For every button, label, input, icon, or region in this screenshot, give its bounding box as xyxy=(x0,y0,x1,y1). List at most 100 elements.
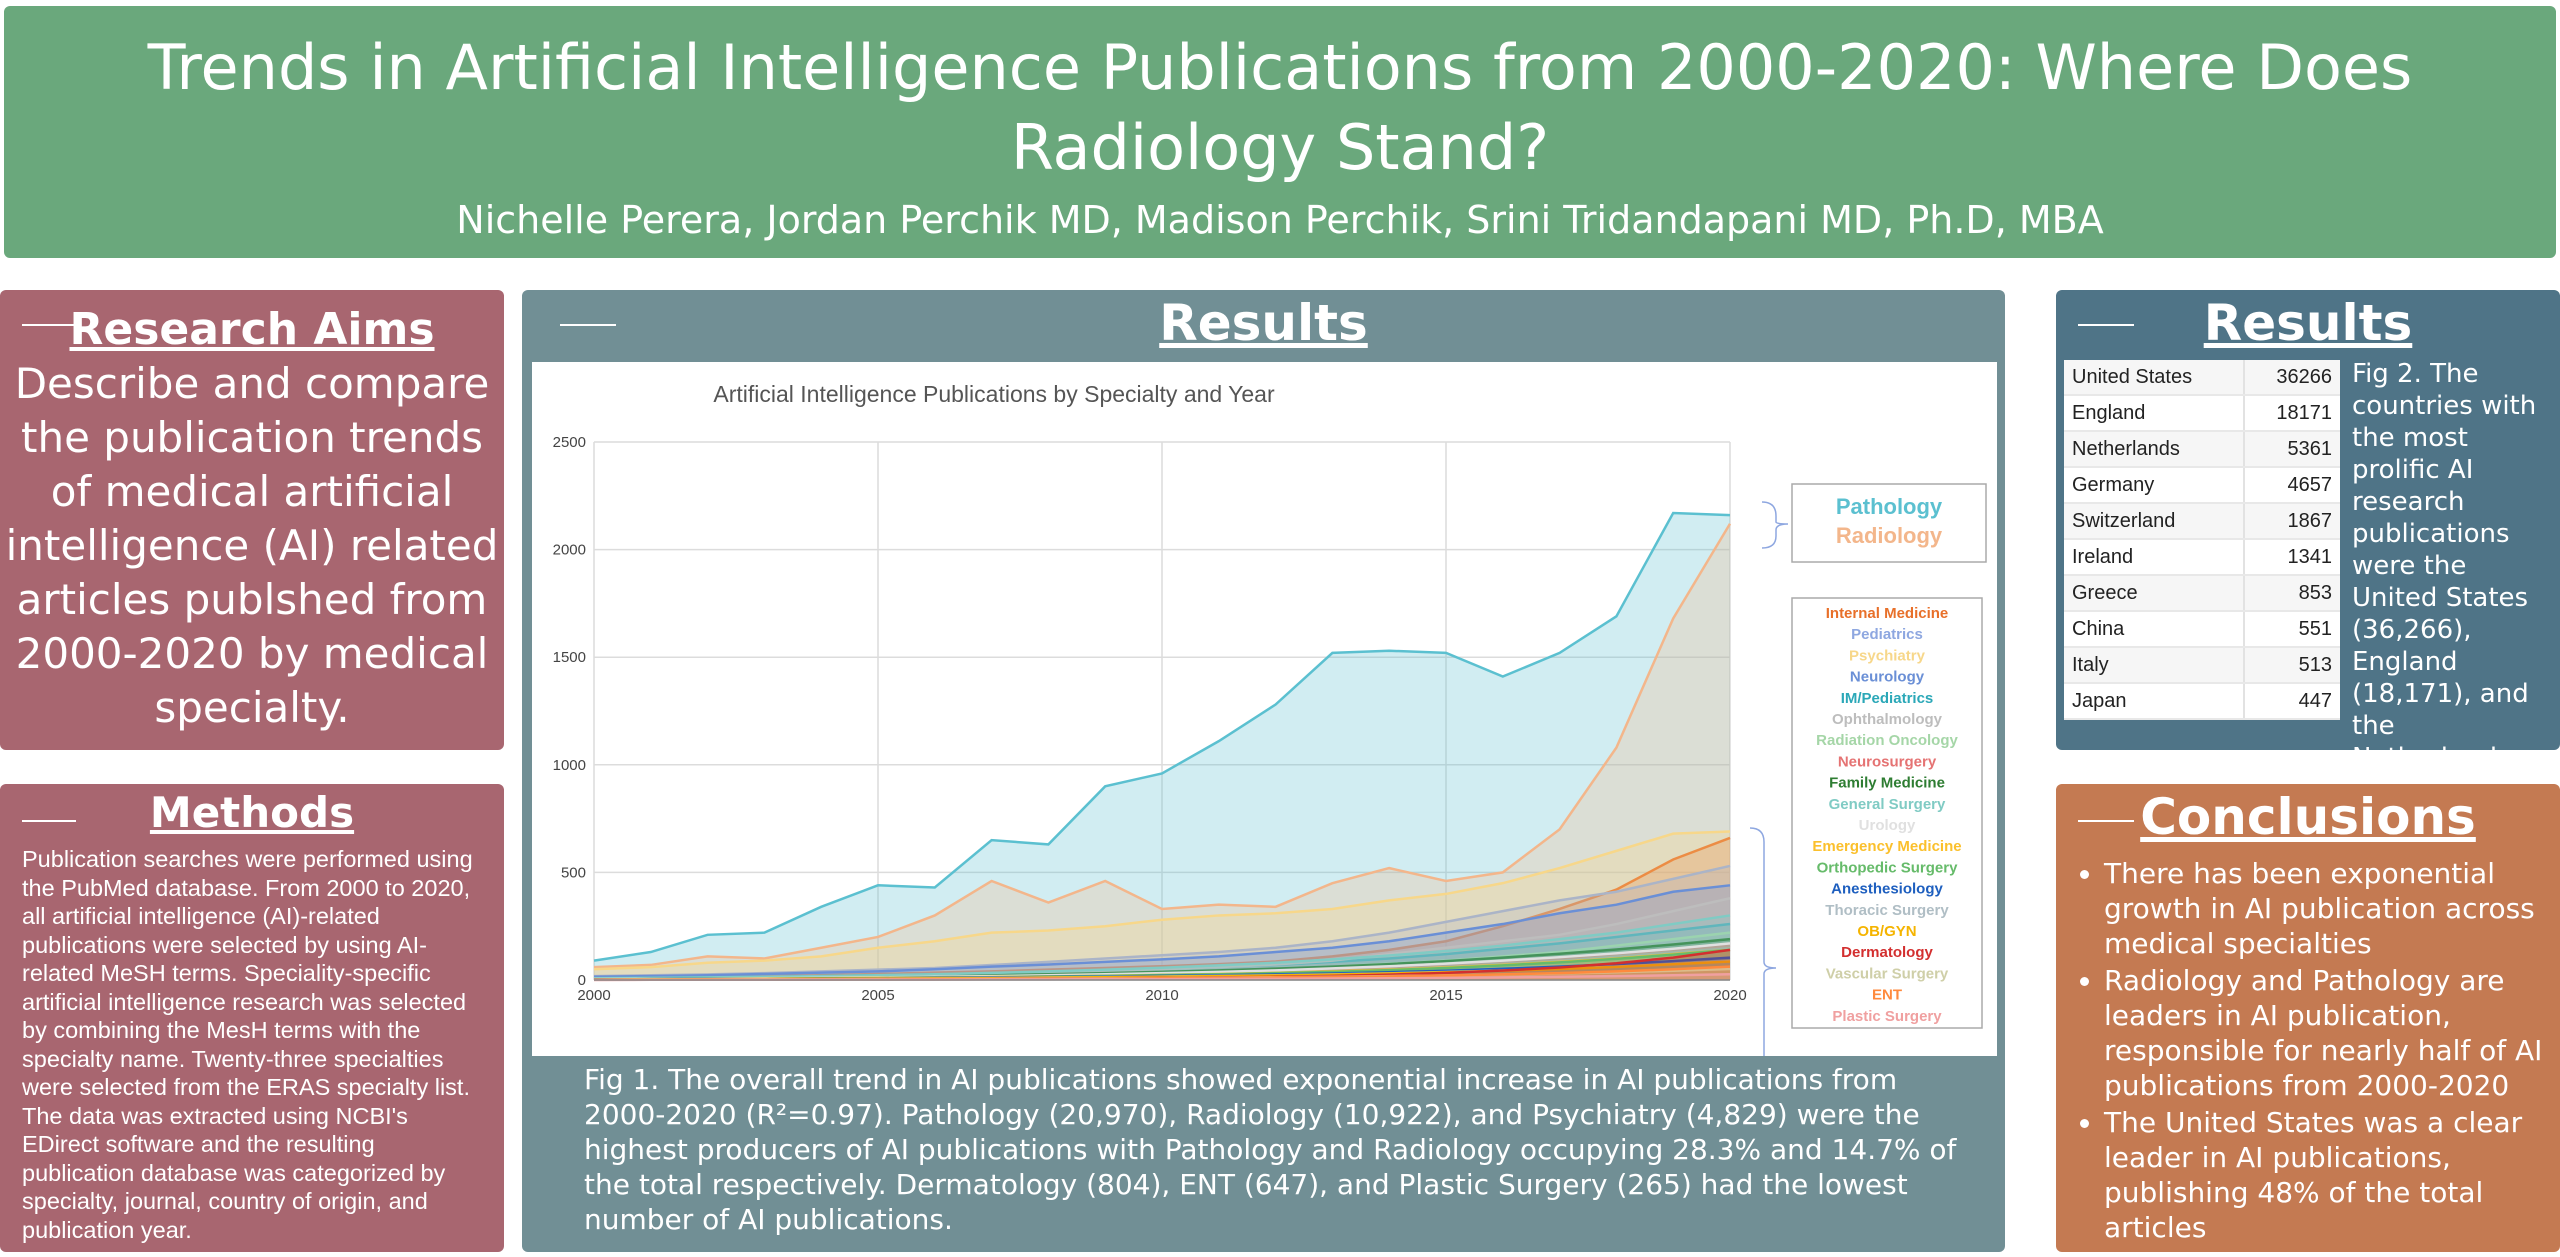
line-psychiatry xyxy=(593,830,1731,971)
legend-entry: IM/Pediatrics xyxy=(1841,690,1934,707)
legend-bottom: Internal Medicine Pediatrics Psychiatry Neu… xyxy=(1749,597,1983,1133)
legend-entry: Psychiatry xyxy=(1849,647,1926,664)
table-row: England 18171 xyxy=(2064,395,2340,432)
legend-box xyxy=(1791,597,1983,1029)
legend-entry: Family Medicine xyxy=(1829,775,1945,792)
country-name: Italy xyxy=(2064,647,2245,684)
methods-text: Publication searches were performed usin… xyxy=(22,846,473,1243)
y-tick-label: 2000 xyxy=(553,542,586,559)
legend-entry: Radiology xyxy=(1836,523,1943,548)
area-internal-medicine xyxy=(594,837,1730,980)
list-item: There has been exponential growth in AI … xyxy=(2104,856,2544,961)
results-title: Results xyxy=(1159,294,1368,352)
legend-entry: Anesthesiology xyxy=(1831,881,1943,898)
x-tick-label: 2000 xyxy=(577,987,610,1004)
chart-container: Artificial Intelligence Publications by … xyxy=(532,362,1997,1133)
conclusion-list: There has been exponential growth in AI … xyxy=(2056,856,2560,1245)
list-item: Radiology and Pathology are leaders in A… xyxy=(2104,963,2544,1103)
area-neurology xyxy=(594,885,1730,980)
chart-series xyxy=(593,511,1732,982)
legend-entry: Neurosurgery xyxy=(1838,753,1937,770)
area-im-pediatrics xyxy=(594,924,1730,980)
country-count: 447 xyxy=(2243,683,2340,720)
figure-2-caption: Fig 2. The countries with the most proli… xyxy=(2352,359,2537,750)
y-tick-label: 0 xyxy=(578,972,586,989)
conclusions-title: Conclusions xyxy=(2140,788,2476,846)
area-psychiatry xyxy=(594,831,1730,980)
legend-entry: Urology xyxy=(1859,817,1916,834)
table-row: Netherlands 5361 xyxy=(2064,431,2340,468)
line-general-surgery xyxy=(593,914,1731,980)
legend-entry: Internal Medicine xyxy=(1826,605,1949,622)
legend-entry: General Surgery xyxy=(1829,796,1946,813)
legend-entry: Plastic Surgery xyxy=(1832,1008,1942,1025)
research-aims-title: Research Aims xyxy=(69,304,435,355)
chart-grid xyxy=(593,441,1731,981)
country-table: United States 36266 England 18171 Netherland… xyxy=(2064,360,2340,720)
country-count: 5361 xyxy=(2243,431,2340,468)
country-name: Japan xyxy=(2064,683,2245,720)
y-tick-label: 500 xyxy=(561,864,586,881)
methods-title: Methods xyxy=(149,788,355,837)
legend-entry: Dermatology xyxy=(1841,944,1933,961)
table-row: Germany 4657 xyxy=(2064,467,2340,504)
methods-panel: Methods Publication searches were perfor… xyxy=(0,784,504,1252)
title-dash xyxy=(22,324,76,326)
legend-box xyxy=(1791,483,1987,563)
results-right-title: Results xyxy=(2203,294,2413,352)
line-neurology xyxy=(593,884,1731,979)
country-count: 1341 xyxy=(2243,539,2340,576)
table-row: Ireland 1341 xyxy=(2064,539,2340,576)
title-dash xyxy=(560,324,616,326)
legend-entry: Neurology xyxy=(1850,669,1925,686)
conclusions-panel: Conclusions There has been exponential g… xyxy=(2056,784,2560,1252)
country-count: 4657 xyxy=(2243,467,2340,504)
legend-entry: OB/GYN xyxy=(1857,923,1916,940)
results-countries-panel: Results United States 36266 England 18171 Ne… xyxy=(2056,290,2560,750)
country-count: 551 xyxy=(2243,611,2340,648)
legend-entry: Emergency Medicine xyxy=(1812,838,1961,855)
x-tick-label: 2010 xyxy=(1145,987,1178,1004)
list-item: The United States was a clear leader in … xyxy=(2104,1105,2544,1245)
title-dash xyxy=(2078,820,2134,822)
table-row: China 551 xyxy=(2064,611,2340,648)
legend-entry: Vascular Surgery xyxy=(1826,965,1949,982)
legend-entry: ENT xyxy=(1872,987,1902,1004)
table-row: Japan 447 xyxy=(2064,683,2340,720)
legend-entry: Radiation Oncology xyxy=(1816,732,1958,749)
title-dash xyxy=(2078,324,2134,326)
country-count: 18171 xyxy=(2243,395,2340,432)
area-radiology xyxy=(594,523,1730,980)
research-aims-text: Describe and compare the publication tre… xyxy=(5,359,499,732)
publications-chart: Artificial Intelligence Publications by … xyxy=(553,381,1987,1133)
legend-entry: Pediatrics xyxy=(1851,626,1923,643)
country-count: 853 xyxy=(2243,575,2340,612)
legend-bracket xyxy=(1749,827,1777,1133)
country-name: United States xyxy=(2064,360,2245,396)
x-tick-label: 2005 xyxy=(861,987,894,1004)
area-pathology xyxy=(594,513,1730,980)
country-count: 1867 xyxy=(2243,503,2340,540)
figure-1-caption: Fig 1. The overall trend in AI publicati… xyxy=(584,1063,1957,1236)
poster-title: Trends in Artificial Intelligence Public… xyxy=(147,31,2413,184)
research-aims-panel: Research Aims Describe and compare the p… xyxy=(0,290,504,750)
chart-axes: 0 500 1000 1500 2000 2500 2000 2005 2010 2015 2020 xyxy=(553,434,1747,1004)
legend-entry: Thoracic Surgery xyxy=(1825,902,1949,919)
line-pathology xyxy=(593,511,1731,962)
table-row: Greece 853 xyxy=(2064,575,2340,612)
poster-authors: Nichelle Perera, Jordan Perchik MD, Madi… xyxy=(456,198,2104,242)
legend-entry: Pathology xyxy=(1836,494,1943,519)
country-name: England xyxy=(2064,395,2245,432)
table-row: Italy 513 xyxy=(2064,647,2340,684)
legend-top: Pathology Radiology xyxy=(1761,483,1987,563)
legend-bracket xyxy=(1761,501,1789,549)
chart-title: Artificial Intelligence Publications by … xyxy=(713,381,1275,407)
country-name: Netherlands xyxy=(2064,431,2245,468)
country-count: 36266 xyxy=(2243,360,2340,396)
y-tick-label: 1500 xyxy=(553,649,586,666)
country-name: Germany xyxy=(2064,467,2245,504)
country-name: Switzerland xyxy=(2064,503,2245,540)
y-tick-label: 1000 xyxy=(553,757,586,774)
country-count: 513 xyxy=(2243,647,2340,684)
table-row: United States 36266 xyxy=(2064,360,2340,396)
